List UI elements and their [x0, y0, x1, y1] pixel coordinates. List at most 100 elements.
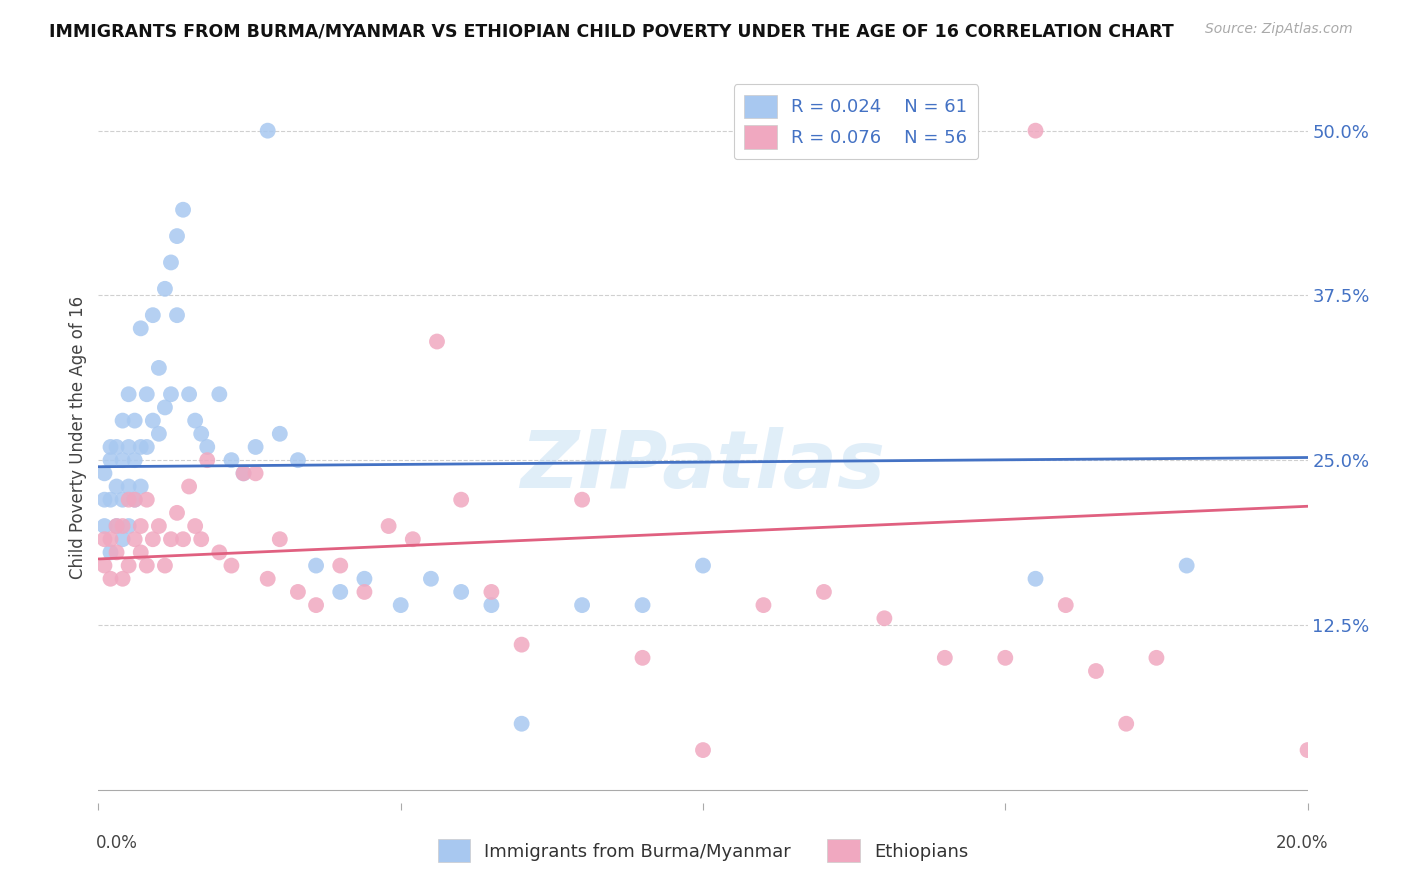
Point	[353, 585, 375, 599]
Point	[129, 519, 152, 533]
Text: 0.0%: 0.0%	[96, 834, 138, 852]
Point	[1085, 664, 1108, 678]
Point	[208, 545, 231, 559]
Point	[208, 387, 231, 401]
Point	[195, 453, 218, 467]
Point	[124, 492, 146, 507]
Text: IMMIGRANTS FROM BURMA/MYANMAR VS ETHIOPIAN CHILD POVERTY UNDER THE AGE OF 16 COR: IMMIGRANTS FROM BURMA/MYANMAR VS ETHIOPI…	[49, 22, 1174, 40]
Point	[105, 545, 128, 559]
Point	[105, 519, 128, 533]
Point	[353, 572, 375, 586]
Point	[166, 308, 188, 322]
Point	[93, 558, 115, 573]
Point	[124, 492, 146, 507]
Legend: Immigrants from Burma/Myanmar, Ethiopians: Immigrants from Burma/Myanmar, Ethiopian…	[430, 832, 976, 870]
Point	[105, 479, 128, 493]
Text: Source: ZipAtlas.com: Source: ZipAtlas.com	[1205, 22, 1353, 37]
Point	[118, 519, 141, 533]
Point	[148, 360, 170, 375]
Point	[129, 440, 152, 454]
Point	[100, 533, 122, 547]
Point	[232, 467, 254, 481]
Point	[129, 545, 152, 559]
Point	[1054, 598, 1077, 612]
Point	[481, 598, 503, 612]
Point	[172, 202, 194, 217]
Point	[305, 598, 328, 612]
Point	[305, 558, 328, 573]
Point	[124, 533, 146, 547]
Point	[148, 426, 170, 441]
Point	[221, 558, 243, 573]
Point	[245, 440, 267, 454]
Point	[166, 506, 188, 520]
Point	[135, 387, 157, 401]
Point	[1024, 572, 1046, 586]
Point	[510, 638, 533, 652]
Point	[329, 585, 352, 599]
Point	[692, 743, 714, 757]
Point	[118, 387, 141, 401]
Point	[426, 334, 449, 349]
Point	[153, 401, 176, 415]
Point	[105, 519, 128, 533]
Point	[873, 611, 896, 625]
Point	[1175, 558, 1198, 573]
Point	[111, 414, 134, 428]
Point	[111, 572, 134, 586]
Point	[402, 533, 425, 547]
Point	[111, 453, 134, 467]
Point	[256, 572, 278, 586]
Point	[93, 492, 115, 507]
Point	[287, 453, 309, 467]
Point	[118, 492, 141, 507]
Point	[190, 533, 212, 547]
Point	[221, 453, 243, 467]
Point	[287, 585, 309, 599]
Point	[118, 479, 141, 493]
Point	[153, 282, 176, 296]
Point	[813, 585, 835, 599]
Point	[190, 426, 212, 441]
Point	[195, 440, 218, 454]
Point	[100, 440, 122, 454]
Point	[510, 716, 533, 731]
Point	[100, 492, 122, 507]
Point	[93, 467, 115, 481]
Point	[631, 598, 654, 612]
Point	[631, 650, 654, 665]
Point	[100, 545, 122, 559]
Text: 20.0%: 20.0%	[1277, 834, 1329, 852]
Point	[172, 533, 194, 547]
Point	[934, 650, 956, 665]
Point	[329, 558, 352, 573]
Point	[184, 414, 207, 428]
Point	[142, 308, 165, 322]
Point	[160, 387, 183, 401]
Point	[142, 533, 165, 547]
Point	[166, 229, 188, 244]
Point	[124, 414, 146, 428]
Point	[692, 558, 714, 573]
Point	[420, 572, 443, 586]
Legend: R = 0.024    N = 61, R = 0.076    N = 56: R = 0.024 N = 61, R = 0.076 N = 56	[734, 84, 979, 160]
Point	[256, 123, 278, 137]
Point	[100, 453, 122, 467]
Point	[111, 519, 134, 533]
Point	[124, 453, 146, 467]
Point	[129, 479, 152, 493]
Point	[232, 467, 254, 481]
Point	[100, 572, 122, 586]
Point	[118, 440, 141, 454]
Point	[142, 414, 165, 428]
Point	[1144, 650, 1167, 665]
Point	[245, 467, 267, 481]
Point	[389, 598, 412, 612]
Point	[377, 519, 399, 533]
Point	[135, 440, 157, 454]
Point	[153, 558, 176, 573]
Point	[571, 492, 593, 507]
Point	[160, 255, 183, 269]
Point	[118, 558, 141, 573]
Point	[1024, 123, 1046, 137]
